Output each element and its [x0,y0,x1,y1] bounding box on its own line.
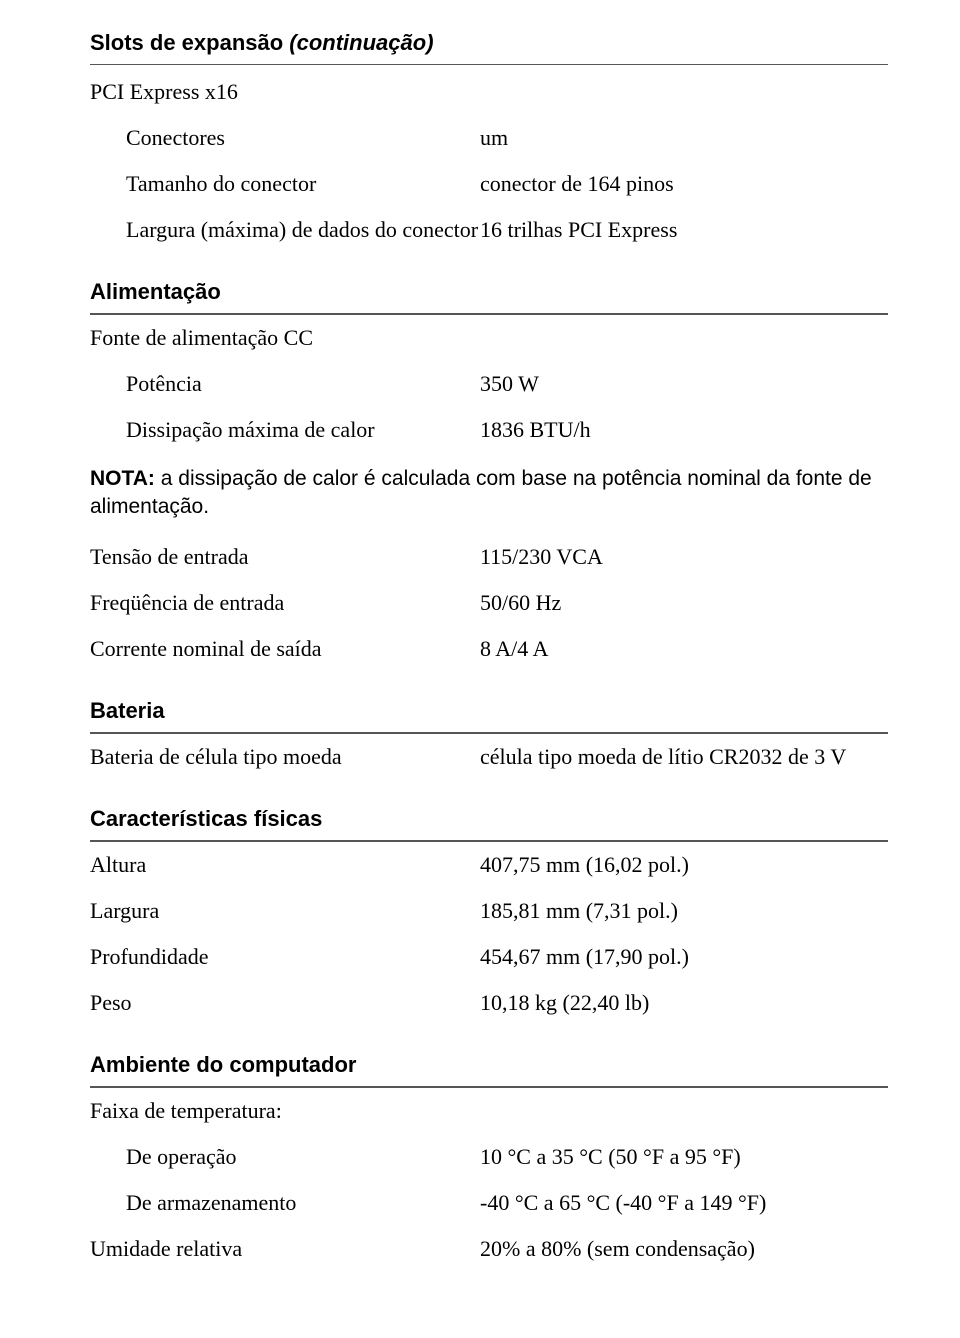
section-heading-alimentacao: Alimentação [90,279,888,314]
spec-row: Tensão de entrada 115/230 VCA [90,534,888,580]
spec-value: célula tipo moeda de lítio CR2032 de 3 V [480,744,888,770]
spec-row: Bateria de célula tipo moeda célula tipo… [90,733,888,780]
spec-row: Freqüência de entrada 50/60 Hz [90,580,888,626]
spec-value: 10 °C a 35 °C (50 °F a 95 °F) [480,1144,888,1170]
spec-key: De armazenamento [90,1190,480,1216]
spec-value: 454,67 mm (17,90 pol.) [480,944,888,970]
spec-key: Umidade relativa [90,1236,480,1262]
spec-value: 16 trilhas PCI Express [480,217,888,243]
subhead-fonte: Fonte de alimentação CC [90,314,888,361]
spec-value: 185,81 mm (7,31 pol.) [480,898,888,924]
note-text: a dissipação de calor é calculada com ba… [90,467,872,518]
spec-value: 407,75 mm (16,02 pol.) [480,852,888,878]
spec-row: De operação 10 °C a 35 °C (50 °F a 95 °F… [90,1134,888,1180]
note-row: NOTA: a dissipação de calor é calculada … [90,453,888,534]
section-heading-slots: Slots de expansão (continuação) [90,30,888,65]
spec-key: Corrente nominal de saída [90,636,480,662]
spec-key: Tensão de entrada [90,544,480,570]
heading-continuation: (continuação) [289,30,433,55]
spec-row: Umidade relativa 20% a 80% (sem condensa… [90,1226,888,1272]
spec-key: Altura [90,852,480,878]
subhead-temperatura: Faixa de temperatura: [90,1087,888,1134]
spec-value: 8 A/4 A [480,636,888,662]
spec-key: Conectores [90,125,480,151]
spec-value: 1836 BTU/h [480,417,888,443]
spec-value: conector de 164 pinos [480,171,888,197]
heading-text: Slots de expansão [90,30,289,55]
spec-key: Dissipação máxima de calor [90,417,480,443]
spec-key: Fonte de alimentação CC [90,325,480,351]
spec-key: Profundidade [90,944,480,970]
spec-value: -40 °C a 65 °C (-40 °F a 149 °F) [480,1190,888,1216]
spec-key: Potência [90,371,480,397]
section-heading-bateria: Bateria [90,698,888,733]
section-heading-fisicas: Características físicas [90,806,888,841]
spec-key: Largura [90,898,480,924]
spec-key: Faixa de temperatura: [90,1098,480,1124]
spec-row: Potência 350 W [90,361,888,407]
spec-row: Largura (máxima) de dados do conector 16… [90,207,888,253]
spec-key: Bateria de célula tipo moeda [90,744,480,770]
spec-row: Largura 185,81 mm (7,31 pol.) [90,888,888,934]
subhead-pci: PCI Express x16 [90,65,888,115]
spec-key: Tamanho do conector [90,171,480,197]
note-label: NOTA: [90,467,161,490]
spec-row: Altura 407,75 mm (16,02 pol.) [90,841,888,888]
spec-row: Profundidade 454,67 mm (17,90 pol.) [90,934,888,980]
spec-row: Tamanho do conector conector de 164 pino… [90,161,888,207]
spec-value: um [480,125,888,151]
spec-row: Conectores um [90,115,888,161]
spec-value: 10,18 kg (22,40 lb) [480,990,888,1016]
spec-row: De armazenamento -40 °C a 65 °C (-40 °F … [90,1180,888,1226]
spec-key: Freqüência de entrada [90,590,480,616]
section-heading-ambiente: Ambiente do computador [90,1052,888,1087]
spec-value: 50/60 Hz [480,590,888,616]
spec-key: De operação [90,1144,480,1170]
spec-value: 350 W [480,371,888,397]
spec-value: 115/230 VCA [480,544,888,570]
spec-value: 20% a 80% (sem condensação) [480,1236,888,1262]
spec-row: Dissipação máxima de calor 1836 BTU/h [90,407,888,453]
spec-key: Peso [90,990,480,1016]
spec-row: Peso 10,18 kg (22,40 lb) [90,980,888,1026]
spec-row: Corrente nominal de saída 8 A/4 A [90,626,888,672]
spec-key: Largura (máxima) de dados do conector [90,217,480,243]
